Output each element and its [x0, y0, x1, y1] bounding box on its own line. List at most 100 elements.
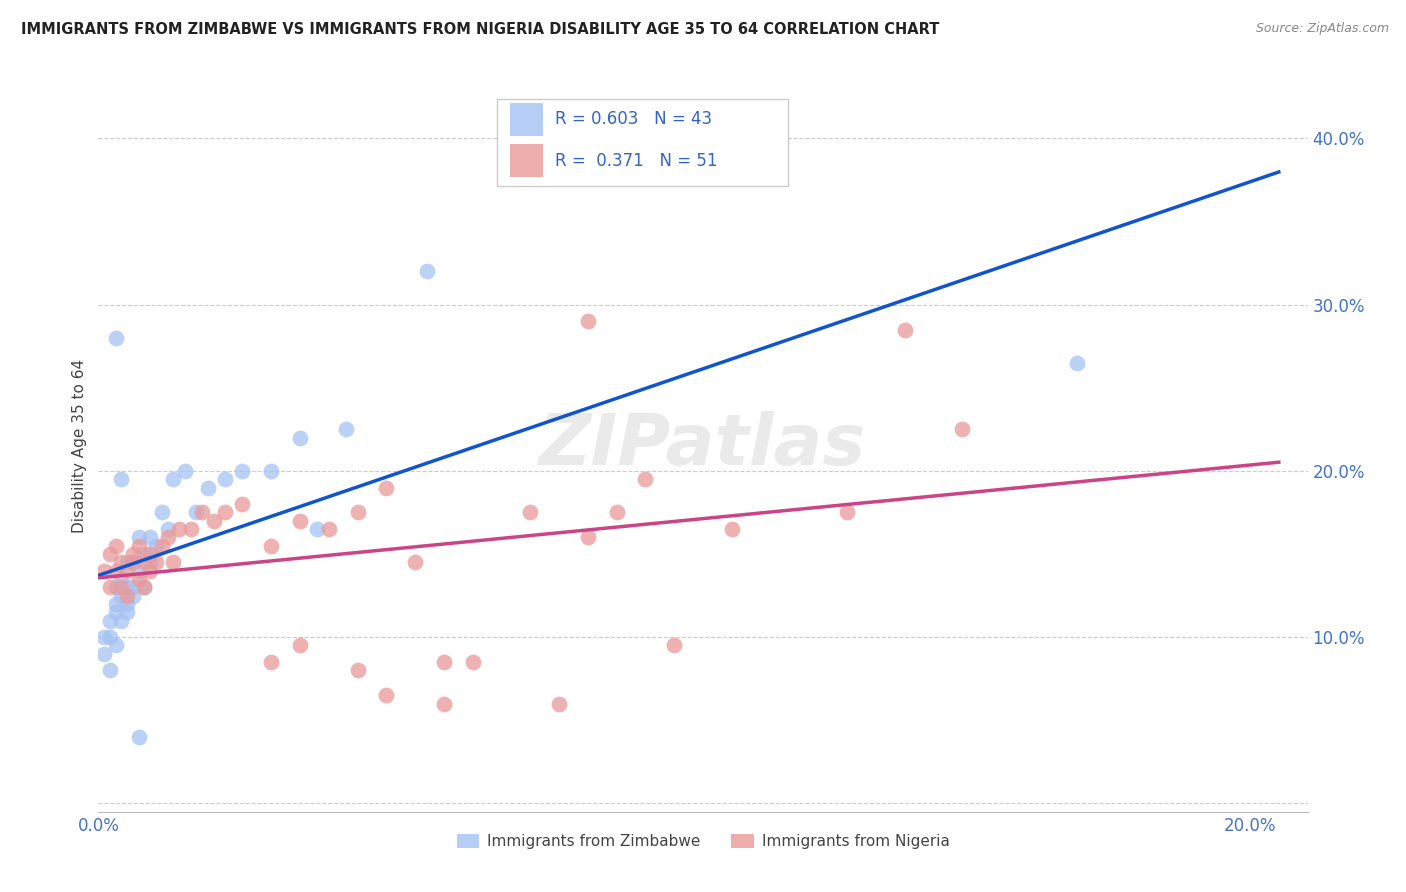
Point [110, 580, 132, 594]
Point [104, 564, 127, 578]
Point [128, 539, 150, 553]
Point [318, 522, 340, 536]
Point [139, 547, 162, 561]
Y-axis label: Disability Age 35 to 64: Disability Age 35 to 64 [72, 359, 87, 533]
Point [214, 472, 236, 486]
Point [720, 522, 742, 536]
Point [134, 555, 156, 569]
Point [433, 655, 456, 669]
Point [139, 555, 162, 569]
Point [835, 506, 858, 520]
Point [128, 730, 150, 744]
Point [167, 522, 190, 536]
Point [134, 547, 156, 561]
Point [288, 639, 311, 653]
Point [134, 580, 156, 594]
Point [122, 555, 145, 569]
Point [260, 655, 283, 669]
Point [93, 647, 115, 661]
Point [115, 580, 138, 594]
Point [145, 539, 167, 553]
Point [128, 572, 150, 586]
Point [180, 522, 202, 536]
Point [115, 555, 138, 569]
Point [664, 639, 686, 653]
Bar [509, 145, 543, 178]
Point [110, 472, 132, 486]
Point [519, 506, 541, 520]
Point [576, 314, 599, 328]
Point [576, 530, 599, 544]
Point [122, 555, 145, 569]
Point [197, 481, 219, 495]
Point [231, 464, 253, 478]
Point [162, 472, 184, 486]
Point [893, 323, 915, 337]
Point [122, 589, 145, 603]
Point [115, 589, 138, 603]
Point [110, 555, 132, 569]
Point [145, 555, 167, 569]
Point [93, 564, 115, 578]
Legend: Immigrants from Zimbabwe, Immigrants from Nigeria: Immigrants from Zimbabwe, Immigrants fro… [450, 828, 956, 855]
Point [202, 514, 225, 528]
Point [128, 564, 150, 578]
Point [104, 597, 127, 611]
Point [375, 481, 398, 495]
Point [104, 639, 127, 653]
Point [93, 630, 115, 644]
Point [173, 464, 195, 478]
Point [104, 331, 127, 345]
Point [98, 614, 121, 628]
Point [375, 689, 398, 703]
Point [139, 530, 162, 544]
Point [634, 472, 657, 486]
Point [191, 506, 214, 520]
Point [231, 497, 253, 511]
Point [139, 564, 162, 578]
Point [260, 539, 283, 553]
Text: ZIPatlas: ZIPatlas [540, 411, 866, 481]
Point [98, 664, 121, 678]
Text: R =  0.371   N = 51: R = 0.371 N = 51 [555, 152, 718, 169]
Point [122, 580, 145, 594]
Point [950, 422, 973, 436]
Text: IMMIGRANTS FROM ZIMBABWE VS IMMIGRANTS FROM NIGERIA DISABILITY AGE 35 TO 64 CORR: IMMIGRANTS FROM ZIMBABWE VS IMMIGRANTS F… [21, 22, 939, 37]
Point [346, 664, 368, 678]
Point [115, 605, 138, 619]
Point [98, 580, 121, 594]
Point [115, 564, 138, 578]
Point [134, 580, 156, 594]
Point [122, 547, 145, 561]
Point [110, 614, 132, 628]
Point [128, 530, 150, 544]
Point [433, 697, 456, 711]
Point [104, 605, 127, 619]
Point [461, 655, 484, 669]
Point [110, 589, 132, 603]
Point [150, 539, 173, 553]
Point [260, 464, 283, 478]
Point [214, 506, 236, 520]
Point [186, 506, 208, 520]
Point [346, 506, 368, 520]
Text: R = 0.603   N = 43: R = 0.603 N = 43 [555, 110, 713, 128]
Point [415, 264, 437, 278]
Point [1066, 356, 1088, 370]
Point [288, 514, 311, 528]
Point [98, 547, 121, 561]
Point [548, 697, 571, 711]
Point [156, 522, 179, 536]
Text: Source: ZipAtlas.com: Source: ZipAtlas.com [1256, 22, 1389, 36]
Point [98, 630, 121, 644]
Point [110, 572, 132, 586]
Point [104, 580, 127, 594]
Point [606, 506, 628, 520]
Point [335, 422, 357, 436]
FancyBboxPatch shape [498, 99, 787, 186]
Point [156, 530, 179, 544]
Bar [509, 103, 543, 136]
Point [115, 597, 138, 611]
Point [288, 431, 311, 445]
Point [150, 506, 173, 520]
